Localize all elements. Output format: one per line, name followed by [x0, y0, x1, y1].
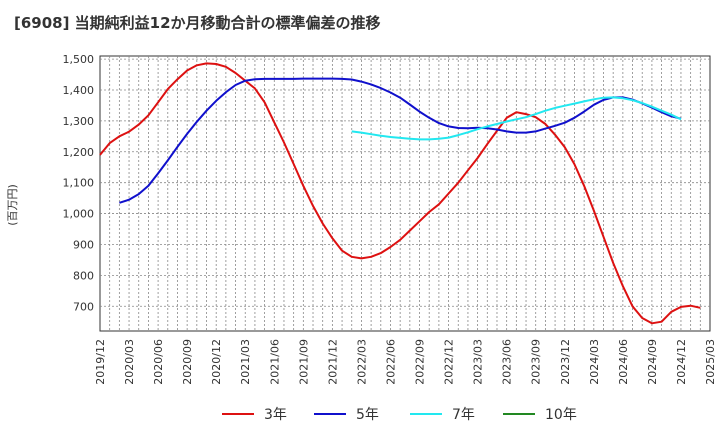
- y-axis-label: (百万円): [6, 184, 19, 226]
- legend-label: 10年: [545, 407, 577, 423]
- x-tick-label: 2023/12: [559, 339, 572, 385]
- x-tick-label: 2021/03: [239, 339, 252, 385]
- y-tick-label: 900: [73, 238, 94, 251]
- axis-layer: 700 800 900 1,000 1,100 1,200 1,300 1,400 1,500 2…: [63, 53, 718, 385]
- y-tick-label: 1,500: [63, 53, 95, 66]
- x-tick-label: 2023/06: [501, 339, 514, 385]
- y-tick-label: 1,100: [63, 177, 95, 190]
- y-tick-label: 1,400: [63, 84, 95, 97]
- x-tick-label: 2022/12: [443, 339, 456, 385]
- x-tick-label: 2023/09: [530, 339, 543, 385]
- legend-item: 10年: [503, 407, 577, 423]
- series-line-2: [119, 77, 682, 204]
- legend-layer: 3年 5年 7年 10年: [222, 407, 577, 423]
- legend-item: 5年: [314, 407, 379, 423]
- y-tick-label: 700: [73, 300, 94, 313]
- x-tick-label: 2020/03: [123, 339, 136, 385]
- legend-label: 5年: [356, 407, 379, 423]
- series-line-1: [99, 62, 701, 325]
- grid-layer: [99, 55, 711, 332]
- y-tick-label: 800: [73, 269, 94, 282]
- x-tick-label: 2020/09: [181, 339, 194, 385]
- series-line-3: [351, 96, 682, 141]
- chart-title: [6908] 当期純利益12か月移動合計の標準偏差の推移: [14, 14, 381, 32]
- x-tick-label: 2020/06: [152, 339, 165, 385]
- x-tick-label: 2023/03: [472, 339, 485, 385]
- legend-label: 3年: [264, 407, 287, 423]
- legend-item: 7年: [410, 407, 475, 423]
- legend-label: 7年: [452, 407, 475, 423]
- x-tick-label: 2022/09: [414, 339, 427, 385]
- x-tick-label: 2021/06: [268, 339, 281, 385]
- x-tick-label: 2024/06: [617, 339, 630, 385]
- legend-item: 3年: [222, 407, 287, 423]
- plot-frame: [99, 55, 711, 332]
- x-tick-label: 2019/12: [94, 339, 107, 385]
- y-tick-label: 1,200: [63, 146, 95, 159]
- x-tick-label: 2021/09: [297, 339, 310, 385]
- x-tick-label: 2024/12: [675, 339, 688, 385]
- x-tick-label: 2020/12: [210, 339, 223, 385]
- x-tick-label: 2022/03: [355, 339, 368, 385]
- x-tick-label: 2021/12: [326, 339, 339, 385]
- x-tick-label: 2024/03: [588, 339, 601, 385]
- x-tick-label: 2022/06: [384, 339, 397, 385]
- series-layer: [99, 62, 701, 325]
- x-tick-label: 2024/09: [646, 339, 659, 385]
- y-tick-label: 1,000: [63, 208, 95, 221]
- y-tick-label: 1,300: [63, 115, 95, 128]
- x-tick-label: 2025/03: [704, 339, 717, 385]
